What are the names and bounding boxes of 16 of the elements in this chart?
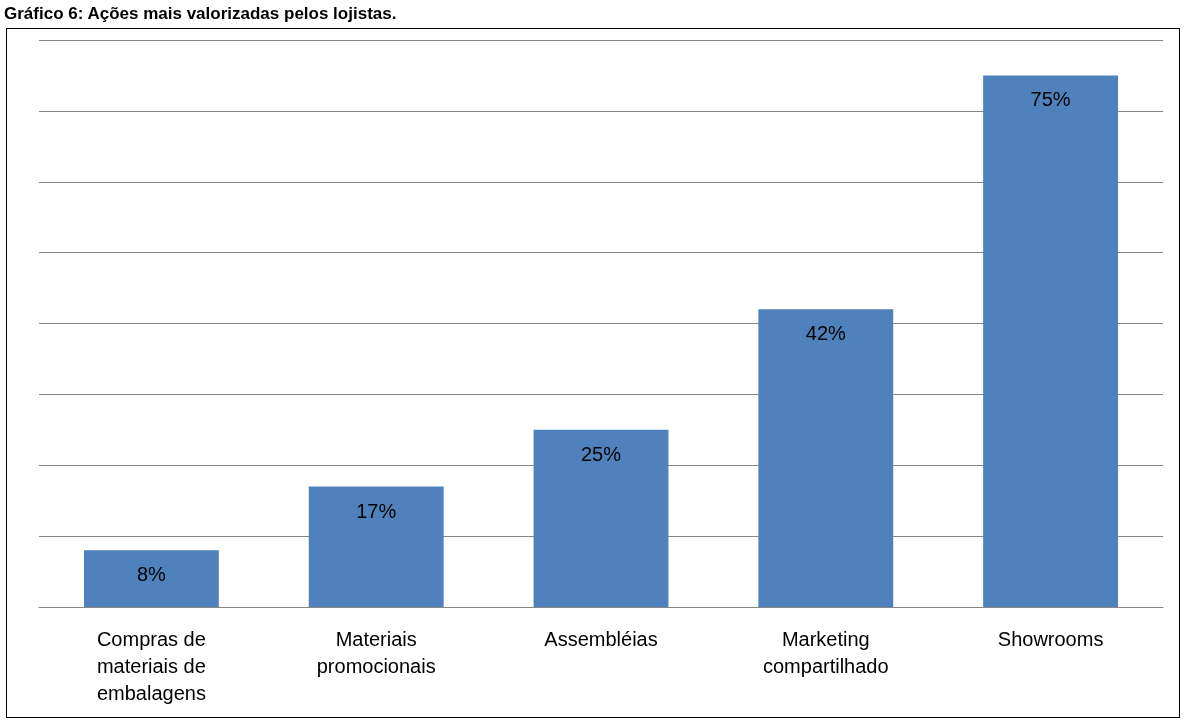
bar (308, 486, 444, 607)
x-tick-label: Compras de materiais de embalagens (96, 627, 206, 704)
bar (533, 429, 669, 607)
bar (758, 309, 894, 607)
data-label: 25% (580, 442, 622, 465)
x-tick-label: Showrooms (997, 627, 1104, 650)
data-label: 17% (356, 499, 397, 522)
x-tick-label: Assembléias (544, 627, 658, 650)
bar (83, 550, 219, 607)
data-label: 42% (805, 322, 847, 345)
chart-title: Gráfico 6: Ações mais valorizadas pelos lojistas. (4, 4, 398, 25)
data-label: 8% (136, 563, 167, 586)
x-tick-label: Marketing compartilhado (762, 627, 889, 677)
data-label: 75% (1030, 88, 1071, 111)
bar (983, 75, 1119, 607)
x-tick-label: Materiais promocionais (316, 627, 436, 677)
